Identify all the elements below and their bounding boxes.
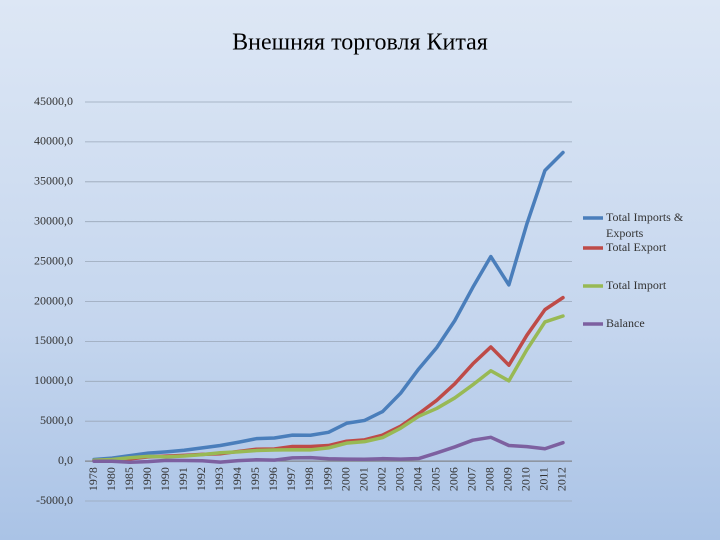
x-tick-label: 1994 <box>230 467 244 491</box>
chart-title: Внешняя торговля Китая <box>232 30 488 56</box>
legend-label: Total Imports & Exports <box>606 210 684 240</box>
x-tick-label: 2001 <box>356 467 370 491</box>
series-line <box>92 435 565 465</box>
x-tick-label: 2004 <box>410 467 424 491</box>
series-line <box>92 150 565 462</box>
x-tick-label: 2008 <box>483 467 497 491</box>
legend-label: Balance <box>606 316 645 330</box>
y-tick-label: 30000,0 <box>34 213 73 227</box>
x-tick-label: 1978 <box>86 467 100 491</box>
series-line <box>92 314 565 462</box>
y-tick-label: 45000,0 <box>34 94 73 108</box>
x-tick-label: 1999 <box>320 467 334 491</box>
x-tick-label: 2006 <box>447 467 461 491</box>
legend-label: Total Import <box>606 278 667 292</box>
x-tick-label: 1991 <box>176 467 190 491</box>
y-tick-label: 5000,0 <box>40 413 73 427</box>
x-tick-label: 1997 <box>284 467 298 491</box>
x-tick-label: 1992 <box>194 467 208 491</box>
x-tick-label: 1985 <box>122 467 136 491</box>
y-tick-label: 15000,0 <box>34 333 73 347</box>
y-tick-label: 25000,0 <box>34 253 73 267</box>
x-tick-label: 1990 <box>158 467 172 491</box>
x-tick-label: 1998 <box>302 467 316 491</box>
x-tick-label: 2000 <box>338 467 352 491</box>
y-tick-label: 0,0 <box>58 453 73 467</box>
y-tick-label: 10000,0 <box>34 373 73 387</box>
x-tick-label: 2009 <box>501 467 515 491</box>
x-tick-label: 2007 <box>465 467 479 491</box>
y-tick-label: 20000,0 <box>34 293 73 307</box>
x-tick-label: 1996 <box>266 467 280 491</box>
legend-label: Total Export <box>606 240 667 254</box>
y-tick-label: 35000,0 <box>34 174 73 188</box>
y-tick-label: 40000,0 <box>34 134 73 148</box>
x-tick-label: 1980 <box>104 467 118 491</box>
x-tick-label: 1995 <box>248 467 262 491</box>
series-line <box>92 295 565 463</box>
y-tick-label: -5000,0 <box>36 493 73 507</box>
x-tick-label: 2010 <box>519 467 533 491</box>
x-tick-label: 2003 <box>392 467 406 491</box>
x-tick-label: 1990 <box>140 467 154 491</box>
x-tick-label: 2005 <box>428 467 442 491</box>
x-tick-label: 2011 <box>537 467 551 491</box>
x-tick-label: 2012 <box>555 467 569 491</box>
x-tick-label: 2002 <box>374 467 388 491</box>
x-tick-label: 1993 <box>212 467 226 491</box>
